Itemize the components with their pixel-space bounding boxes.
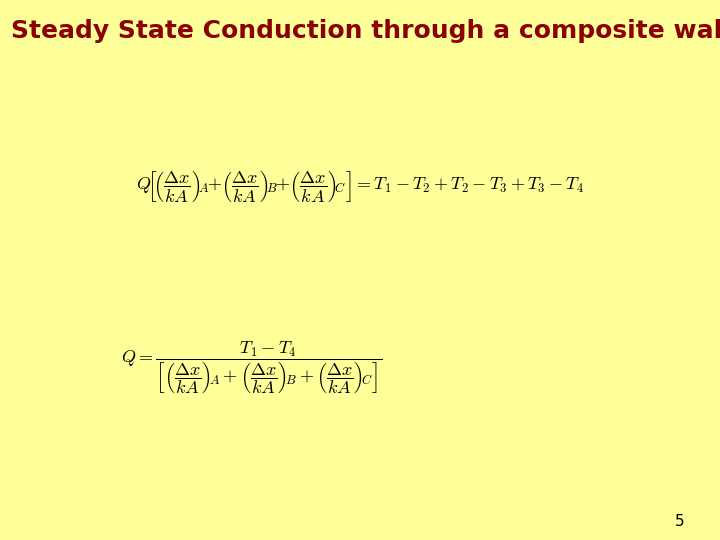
Text: 5: 5 — [675, 514, 684, 529]
Text: $\mathit{Q}=\dfrac{T_1-T_4}{\left[\left(\dfrac{\Delta x}{kA}\right)_{\!\!A}+\lef: $\mathit{Q}=\dfrac{T_1-T_4}{\left[\left(… — [122, 339, 382, 396]
Text: Steady State Conduction through a composite wall: Steady State Conduction through a compos… — [11, 19, 720, 43]
Text: $\mathit{Q}\!\left[\!\left(\dfrac{\Delta x}{kA}\right)_{\!\!A}\!\!+\!\left(\dfra: $\mathit{Q}\!\left[\!\left(\dfrac{\Delta… — [136, 168, 584, 204]
